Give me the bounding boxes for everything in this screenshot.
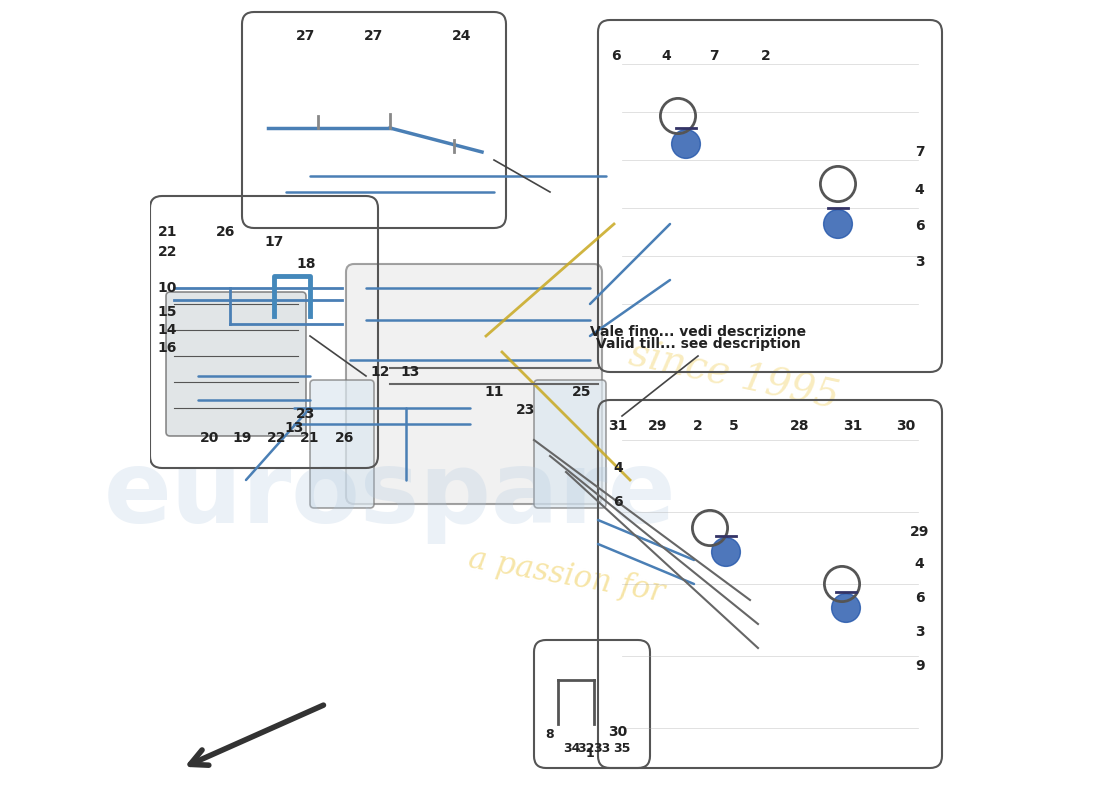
- Text: 2: 2: [693, 418, 703, 433]
- Text: 9: 9: [915, 658, 924, 673]
- Text: 10: 10: [158, 281, 177, 295]
- Text: 8: 8: [546, 728, 554, 741]
- Text: 11: 11: [484, 385, 504, 399]
- Text: 3: 3: [915, 625, 924, 639]
- Text: 18: 18: [296, 257, 316, 271]
- Circle shape: [712, 538, 740, 566]
- Text: 23: 23: [516, 402, 536, 417]
- Text: 5: 5: [729, 418, 739, 433]
- Text: since 1995: since 1995: [626, 336, 843, 416]
- Text: 31: 31: [608, 418, 628, 433]
- Text: 26: 26: [334, 431, 354, 446]
- Text: Valid till... see description: Valid till... see description: [595, 337, 801, 351]
- Text: 12: 12: [371, 365, 390, 379]
- Text: 33: 33: [593, 742, 611, 754]
- Text: a passion for: a passion for: [465, 543, 667, 609]
- Text: 35: 35: [614, 742, 630, 754]
- Text: 21: 21: [300, 431, 320, 446]
- Text: 32: 32: [578, 742, 595, 754]
- Text: 4: 4: [613, 461, 623, 475]
- Text: eurospare: eurospare: [103, 447, 676, 545]
- Text: 25: 25: [572, 385, 592, 399]
- Text: 15: 15: [158, 305, 177, 319]
- FancyArrowPatch shape: [190, 705, 323, 765]
- Text: 27: 27: [364, 29, 384, 43]
- FancyBboxPatch shape: [310, 380, 374, 508]
- Text: 29: 29: [910, 525, 930, 539]
- Text: 28: 28: [790, 418, 810, 433]
- Text: 6: 6: [915, 591, 924, 606]
- FancyBboxPatch shape: [534, 380, 606, 508]
- Text: 27: 27: [296, 29, 316, 43]
- Circle shape: [832, 594, 860, 622]
- Text: 30: 30: [608, 725, 628, 739]
- Text: 24: 24: [452, 29, 472, 43]
- Text: 30: 30: [896, 418, 915, 433]
- Text: 13: 13: [284, 421, 304, 435]
- Text: 16: 16: [158, 341, 177, 355]
- Text: 22: 22: [266, 431, 286, 446]
- FancyBboxPatch shape: [166, 292, 306, 436]
- Text: 23: 23: [296, 406, 316, 421]
- Text: 4: 4: [915, 557, 924, 571]
- Text: 22: 22: [158, 245, 177, 259]
- Text: 7: 7: [915, 145, 924, 159]
- Circle shape: [672, 130, 701, 158]
- Text: 6: 6: [613, 495, 623, 510]
- Circle shape: [824, 210, 852, 238]
- Text: 7: 7: [710, 49, 718, 63]
- Text: 17: 17: [264, 234, 284, 249]
- Text: 6: 6: [610, 49, 620, 63]
- Text: 31: 31: [843, 418, 862, 433]
- FancyBboxPatch shape: [346, 264, 602, 504]
- Text: 14: 14: [158, 322, 177, 337]
- Text: 4: 4: [661, 49, 671, 63]
- Text: 6: 6: [915, 218, 924, 233]
- Text: Vale fino... vedi descrizione: Vale fino... vedi descrizione: [590, 325, 806, 339]
- Text: 13: 13: [400, 365, 420, 379]
- Text: 2: 2: [761, 49, 771, 63]
- Text: 21: 21: [158, 225, 177, 239]
- Text: 19: 19: [232, 431, 252, 446]
- Text: 29: 29: [648, 418, 668, 433]
- Text: 20: 20: [200, 431, 220, 446]
- Text: 1: 1: [585, 747, 594, 760]
- Text: 4: 4: [915, 183, 924, 198]
- Text: 3: 3: [915, 255, 924, 270]
- Text: 34: 34: [563, 742, 581, 754]
- Text: 26: 26: [217, 225, 235, 239]
